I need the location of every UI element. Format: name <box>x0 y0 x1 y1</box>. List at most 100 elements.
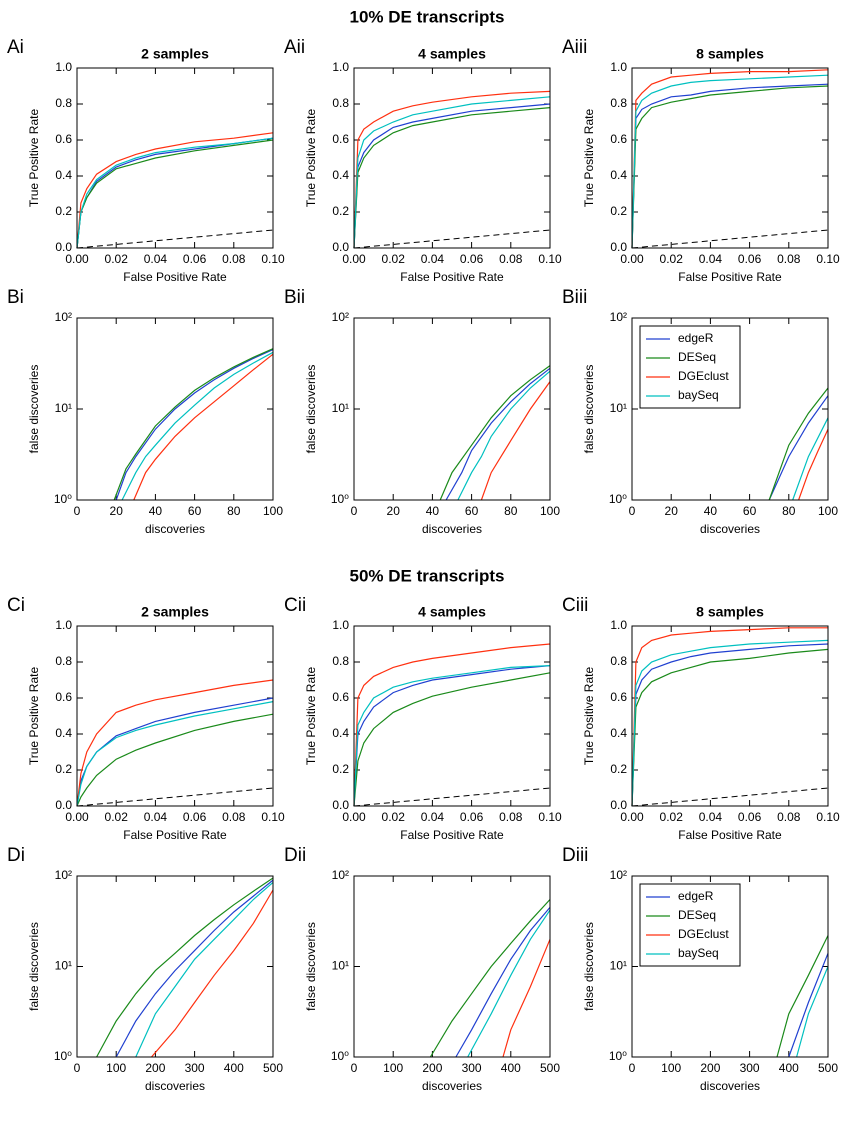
x-tick-label: 0.08 <box>777 252 801 266</box>
x-axis-label: discoveries <box>145 522 205 536</box>
y-tick-label: 0.2 <box>610 762 627 776</box>
x-tick-label: 0 <box>74 504 81 518</box>
y-tick-label: 10² <box>332 310 349 324</box>
x-tick-label: 400 <box>224 1061 244 1075</box>
series-line <box>631 639 829 807</box>
series-line <box>133 353 274 501</box>
series-line <box>353 643 551 807</box>
x-tick-label: 200 <box>145 1061 165 1075</box>
legend-label: DESeq <box>678 350 716 364</box>
x-tick-label: 0.04 <box>144 252 168 266</box>
x-tick-label: 80 <box>782 504 796 518</box>
series-line <box>113 348 274 501</box>
y-tick-label: 0.8 <box>610 654 627 668</box>
y-tick-label: 0.4 <box>610 168 627 182</box>
x-tick-label: 0.08 <box>777 810 801 824</box>
y-tick-label: 0.8 <box>55 96 72 110</box>
x-tick-label: 60 <box>188 504 202 518</box>
series-line <box>467 909 551 1058</box>
series-line <box>455 907 551 1058</box>
y-axis-label: True Positive Rate <box>304 667 318 766</box>
panel-label: Diii <box>562 845 588 866</box>
x-axis-label: discoveries <box>700 1079 760 1093</box>
series-line <box>115 879 274 1058</box>
y-tick-label: 0.2 <box>55 762 72 776</box>
series-line <box>115 349 274 501</box>
y-tick-label: 0.8 <box>332 654 349 668</box>
x-tick-label: 0.02 <box>105 252 129 266</box>
x-tick-label: 100 <box>263 504 283 518</box>
series-line <box>135 881 274 1058</box>
reference-line <box>76 229 274 249</box>
series-line <box>353 107 551 249</box>
series-line <box>353 96 551 249</box>
section-title: 10% DE transcripts <box>350 7 505 26</box>
y-tick-label: 0.0 <box>332 798 349 812</box>
x-tick-label: 0.06 <box>460 810 484 824</box>
y-tick-label: 0.4 <box>55 168 72 182</box>
series-line <box>353 672 551 807</box>
y-tick-label: 0.0 <box>332 240 349 254</box>
x-tick-label: 300 <box>740 1061 760 1075</box>
x-tick-label: 0.06 <box>738 810 762 824</box>
x-tick-label: 40 <box>426 504 440 518</box>
legend-label: edgeR <box>678 889 714 903</box>
x-tick-label: 100 <box>818 504 838 518</box>
x-tick-label: 0 <box>629 504 636 518</box>
y-tick-label: 10¹ <box>332 401 349 415</box>
series-line <box>631 69 829 249</box>
panel-title: 2 samples <box>141 604 209 620</box>
reference-line <box>76 787 274 807</box>
series-line <box>151 889 274 1058</box>
series-line <box>796 966 829 1058</box>
series-line <box>76 137 274 249</box>
y-axis-label: True Positive Rate <box>27 109 41 208</box>
x-tick-label: 0.08 <box>222 252 246 266</box>
y-tick-label: 0.2 <box>55 204 72 218</box>
x-tick-label: 100 <box>661 1061 681 1075</box>
panel-label: Di <box>7 845 25 866</box>
x-tick-label: 0.04 <box>421 810 445 824</box>
x-tick-label: 0.06 <box>738 252 762 266</box>
x-tick-label: 0.10 <box>538 810 562 824</box>
y-tick-label: 10² <box>55 310 72 324</box>
x-tick-label: 0.02 <box>105 810 129 824</box>
y-tick-label: 10⁰ <box>609 492 627 506</box>
x-tick-label: 0.04 <box>144 810 168 824</box>
legend-label: DGEclust <box>678 927 729 941</box>
y-axis-label: false discoveries <box>304 365 318 454</box>
reference-line <box>631 229 829 249</box>
y-tick-label: 10⁰ <box>54 1049 72 1063</box>
x-tick-label: 0.00 <box>342 810 366 824</box>
panel-title: 4 samples <box>418 604 486 620</box>
x-tick-label: 0.02 <box>382 252 406 266</box>
y-tick-label: 10² <box>610 868 627 882</box>
x-axis-label: discoveries <box>145 1079 205 1093</box>
x-tick-label: 100 <box>106 1061 126 1075</box>
y-axis-label: false discoveries <box>582 922 596 1011</box>
y-tick-label: 0.8 <box>55 654 72 668</box>
x-tick-label: 20 <box>110 504 124 518</box>
x-tick-label: 0.10 <box>261 252 285 266</box>
x-tick-label: 80 <box>504 504 518 518</box>
series-line <box>631 627 828 807</box>
x-tick-label: 0 <box>351 1061 358 1075</box>
plot-frame <box>631 625 829 807</box>
y-tick-label: 10¹ <box>332 959 349 973</box>
series-line <box>429 899 551 1058</box>
x-axis-label: discoveries <box>422 522 482 536</box>
x-tick-label: 0.02 <box>660 810 684 824</box>
panel-label: Bii <box>284 287 305 308</box>
x-tick-label: 100 <box>540 504 560 518</box>
panel-label: Aii <box>284 37 305 58</box>
x-tick-label: 60 <box>743 504 757 518</box>
y-axis-label: True Positive Rate <box>304 109 318 208</box>
x-tick-label: 0.10 <box>261 810 285 824</box>
x-tick-label: 0.06 <box>460 252 484 266</box>
y-tick-label: 0.8 <box>610 96 627 110</box>
x-tick-label: 0.00 <box>65 252 89 266</box>
x-tick-label: 20 <box>387 504 401 518</box>
x-tick-label: 0.06 <box>183 810 207 824</box>
series-line <box>788 953 829 1058</box>
